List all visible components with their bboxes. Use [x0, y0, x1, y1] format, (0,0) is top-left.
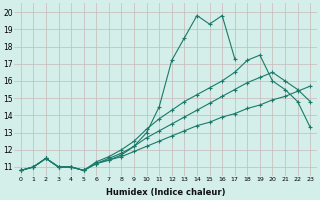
X-axis label: Humidex (Indice chaleur): Humidex (Indice chaleur) — [106, 188, 225, 197]
